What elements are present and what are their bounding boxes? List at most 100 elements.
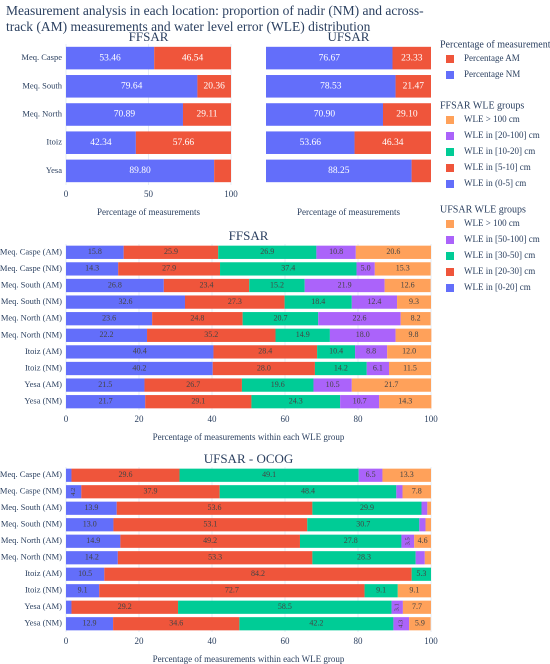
bar-segment bbox=[358, 468, 383, 482]
bar-segment bbox=[66, 617, 114, 631]
data-label: 84.2 bbox=[251, 569, 265, 578]
x-axis-title: Percentage of measurements within each W… bbox=[153, 654, 345, 664]
bar-segment bbox=[66, 551, 118, 565]
data-label: 20.7 bbox=[273, 314, 287, 323]
bar-segment bbox=[147, 328, 276, 342]
bar-segment bbox=[220, 262, 357, 276]
data-label: 76.67 bbox=[319, 53, 341, 63]
bar-segment bbox=[66, 131, 136, 154]
data-label: 40.2 bbox=[132, 363, 146, 372]
data-label: 14.3 bbox=[85, 264, 99, 273]
bar-segment bbox=[384, 278, 431, 293]
bar-segment bbox=[241, 378, 314, 392]
bar-segment bbox=[104, 567, 412, 581]
y-tick-label: Itoiz (NM) bbox=[25, 585, 62, 595]
legend-swatch bbox=[446, 220, 454, 228]
data-label: 14.9 bbox=[86, 536, 100, 545]
data-label: 89.80 bbox=[129, 166, 151, 176]
data-label: 53.66 bbox=[300, 138, 322, 148]
legend-swatch bbox=[446, 116, 454, 124]
bar-segment bbox=[154, 46, 231, 70]
legend-swatch bbox=[446, 55, 454, 63]
data-label: 14.2 bbox=[334, 363, 348, 372]
y-tick-label: Meq. Caspe (AM) bbox=[0, 469, 62, 479]
data-label: 8.2 bbox=[411, 314, 421, 323]
data-label: 9.8 bbox=[408, 330, 418, 339]
data-label: 5.3 bbox=[416, 569, 426, 578]
bar-segment bbox=[152, 312, 243, 326]
data-label: 29.2 bbox=[118, 602, 132, 611]
legend-label: WLE in [20-30] cm bbox=[464, 266, 535, 276]
legend-label: WLE in [5-10] cm bbox=[464, 162, 531, 172]
bar-segment bbox=[66, 262, 119, 276]
bar-segment bbox=[66, 468, 72, 482]
bar-segment bbox=[113, 518, 308, 532]
data-label: 32.6 bbox=[118, 297, 132, 306]
main-title: Measurement analysis in each location: p… bbox=[6, 3, 424, 34]
data-label: 26.8 bbox=[108, 280, 122, 289]
data-label: 19.6 bbox=[271, 380, 285, 389]
y-tick-label: Meq. North (NM) bbox=[1, 552, 62, 562]
data-label: 4.2 bbox=[70, 488, 77, 496]
data-label: 23.33 bbox=[401, 53, 423, 63]
x-tick-label: 100 bbox=[424, 414, 438, 424]
data-label: 13.0 bbox=[83, 520, 97, 529]
bar-segment bbox=[145, 395, 252, 409]
data-label: 12.0 bbox=[402, 347, 416, 356]
legend-swatch bbox=[446, 164, 454, 172]
bar-segment bbox=[275, 328, 330, 342]
data-label: 49.1 bbox=[262, 470, 276, 479]
y-tick-label: Itoiz (AM) bbox=[25, 568, 62, 578]
bar-segment bbox=[212, 361, 315, 376]
bar-segment bbox=[366, 361, 390, 376]
bar-segment bbox=[66, 361, 213, 376]
bar-segment bbox=[163, 278, 250, 293]
data-label: 3.1 bbox=[394, 603, 401, 611]
bar-segment bbox=[66, 245, 124, 259]
bar-segment bbox=[427, 501, 431, 515]
bar-segment bbox=[66, 584, 100, 598]
y-tick-label: Itoiz (NM) bbox=[25, 362, 62, 372]
legend-swatch bbox=[446, 268, 454, 276]
bar-segment bbox=[356, 262, 375, 276]
bar-segment bbox=[179, 468, 359, 482]
bar-segment bbox=[396, 485, 403, 499]
bar-segment bbox=[66, 46, 155, 70]
bar-segment bbox=[266, 159, 412, 183]
data-label: 13.9 bbox=[84, 503, 98, 512]
bar-segment bbox=[400, 312, 431, 326]
bar-segment bbox=[266, 46, 393, 70]
bar-segment bbox=[178, 600, 392, 614]
data-label: 53.6 bbox=[208, 503, 222, 512]
y-tick-label: Meq. North (NM) bbox=[1, 329, 62, 339]
bar-segment bbox=[218, 245, 317, 259]
data-label: 12.4 bbox=[367, 297, 381, 306]
data-label: 78.53 bbox=[320, 81, 342, 91]
data-label: 11.5 bbox=[403, 363, 417, 372]
data-label: 12.9 bbox=[83, 619, 97, 628]
data-label: 24.3 bbox=[289, 397, 303, 406]
data-label: 14.2 bbox=[85, 553, 99, 562]
legend-label: Percentage NM bbox=[464, 69, 520, 79]
bar-segment bbox=[312, 551, 416, 565]
bar-segment bbox=[117, 551, 313, 565]
bar-segment bbox=[374, 262, 431, 276]
data-label: 26.7 bbox=[186, 380, 200, 389]
y-tick-label: Meq. North (AM) bbox=[1, 535, 62, 545]
legend-label: WLE in [50-100] cm bbox=[464, 234, 540, 244]
bar-segment bbox=[421, 501, 428, 515]
bar-segment bbox=[414, 534, 431, 548]
data-label: 25.9 bbox=[164, 247, 178, 256]
bar-segment bbox=[99, 584, 365, 598]
data-label: 23.6 bbox=[102, 314, 116, 323]
data-label: 21.47 bbox=[403, 81, 425, 91]
legend-title: FFSAR WLE groups bbox=[440, 100, 524, 111]
subplot-title: FFSAR bbox=[129, 29, 169, 44]
x-tick-label: 100 bbox=[424, 636, 438, 646]
x-tick-label: 40 bbox=[208, 414, 218, 424]
data-label: 35.2 bbox=[204, 330, 218, 339]
bar-segment bbox=[184, 295, 285, 309]
y-tick-label: Meq. South bbox=[22, 80, 62, 90]
bar-segment bbox=[354, 131, 431, 154]
